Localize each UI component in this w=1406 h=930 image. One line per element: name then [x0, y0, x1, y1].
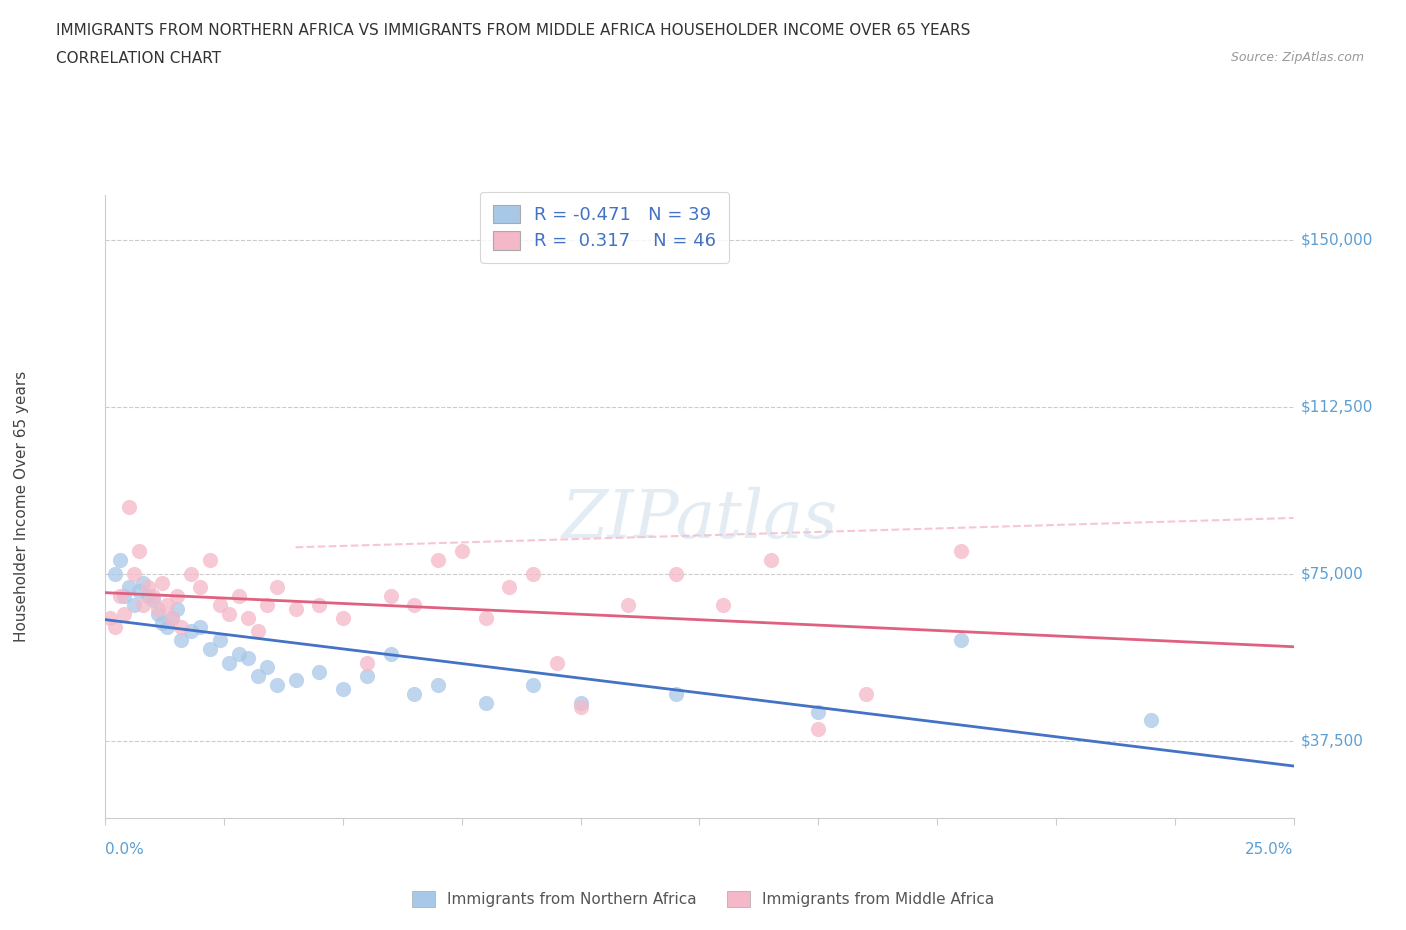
Point — [170, 619, 193, 634]
Point — [108, 552, 131, 567]
Point — [208, 633, 231, 648]
Point — [132, 597, 155, 612]
Point — [114, 589, 136, 604]
Text: 0.0%: 0.0% — [105, 842, 145, 857]
Point — [759, 552, 782, 567]
Text: IMMIGRANTS FROM NORTHERN AFRICA VS IMMIGRANTS FROM MIDDLE AFRICA HOUSEHOLDER INC: IMMIGRANTS FROM NORTHERN AFRICA VS IMMIG… — [56, 23, 970, 38]
Point — [122, 597, 145, 612]
Point — [146, 606, 169, 621]
Point — [617, 597, 640, 612]
Point — [522, 677, 544, 692]
Point — [152, 615, 174, 630]
Point — [108, 589, 131, 604]
Point — [1140, 713, 1163, 728]
Point — [665, 566, 688, 581]
Point — [152, 575, 174, 590]
Text: 25.0%: 25.0% — [1246, 842, 1294, 857]
Point — [218, 655, 240, 670]
Point — [98, 611, 121, 626]
Point — [132, 575, 155, 590]
Point — [136, 579, 159, 594]
Point — [228, 646, 250, 661]
Point — [128, 544, 150, 559]
Point — [569, 699, 592, 714]
Point — [474, 611, 496, 626]
Text: $112,500: $112,500 — [1301, 399, 1372, 414]
Point — [380, 646, 402, 661]
Point — [546, 655, 568, 670]
Point — [332, 611, 354, 626]
Point — [236, 651, 259, 666]
Point — [208, 597, 231, 612]
Point — [190, 579, 212, 594]
Point — [284, 673, 307, 688]
Text: CORRELATION CHART: CORRELATION CHART — [56, 51, 221, 66]
Text: $37,500: $37,500 — [1301, 733, 1364, 748]
Point — [498, 579, 520, 594]
Point — [332, 682, 354, 697]
Point — [142, 589, 165, 604]
Point — [427, 677, 450, 692]
Point — [474, 696, 496, 711]
Point — [427, 552, 450, 567]
Point — [156, 619, 179, 634]
Point — [218, 606, 240, 621]
Point — [228, 589, 250, 604]
Point — [180, 624, 202, 639]
Point — [122, 566, 145, 581]
Point — [180, 566, 202, 581]
Legend: R = -0.471   N = 39, R =  0.317    N = 46: R = -0.471 N = 39, R = 0.317 N = 46 — [479, 192, 728, 263]
Text: ZIPatlas: ZIPatlas — [561, 486, 838, 551]
Point — [136, 589, 159, 604]
Point — [266, 677, 288, 692]
Legend: Immigrants from Northern Africa, Immigrants from Middle Africa: Immigrants from Northern Africa, Immigra… — [405, 884, 1001, 913]
Point — [949, 544, 972, 559]
Text: Source: ZipAtlas.com: Source: ZipAtlas.com — [1230, 51, 1364, 64]
Point — [855, 686, 877, 701]
Point — [450, 544, 472, 559]
Point — [190, 619, 212, 634]
Point — [356, 655, 378, 670]
Point — [166, 589, 188, 604]
Point — [198, 552, 221, 567]
Point — [128, 584, 150, 599]
Point — [104, 566, 127, 581]
Point — [156, 597, 179, 612]
Point — [807, 704, 830, 719]
Point — [236, 611, 259, 626]
Point — [711, 597, 734, 612]
Point — [114, 606, 136, 621]
Point — [284, 602, 307, 617]
Text: $75,000: $75,000 — [1301, 566, 1364, 581]
Text: Householder Income Over 65 years: Householder Income Over 65 years — [14, 371, 28, 643]
Point — [170, 633, 193, 648]
Text: $150,000: $150,000 — [1301, 232, 1372, 247]
Point — [256, 659, 278, 674]
Point — [356, 669, 378, 684]
Point — [198, 642, 221, 657]
Point — [266, 579, 288, 594]
Point — [807, 722, 830, 737]
Point — [118, 579, 141, 594]
Point — [142, 593, 165, 608]
Point — [166, 602, 188, 617]
Point — [246, 624, 269, 639]
Point — [160, 611, 183, 626]
Point — [949, 633, 972, 648]
Point — [404, 597, 426, 612]
Point — [522, 566, 544, 581]
Point — [246, 669, 269, 684]
Point — [146, 602, 169, 617]
Point — [569, 696, 592, 711]
Point — [308, 664, 330, 679]
Point — [118, 499, 141, 514]
Point — [256, 597, 278, 612]
Point — [380, 589, 402, 604]
Point — [404, 686, 426, 701]
Point — [104, 619, 127, 634]
Point — [160, 611, 183, 626]
Point — [665, 686, 688, 701]
Point — [308, 597, 330, 612]
